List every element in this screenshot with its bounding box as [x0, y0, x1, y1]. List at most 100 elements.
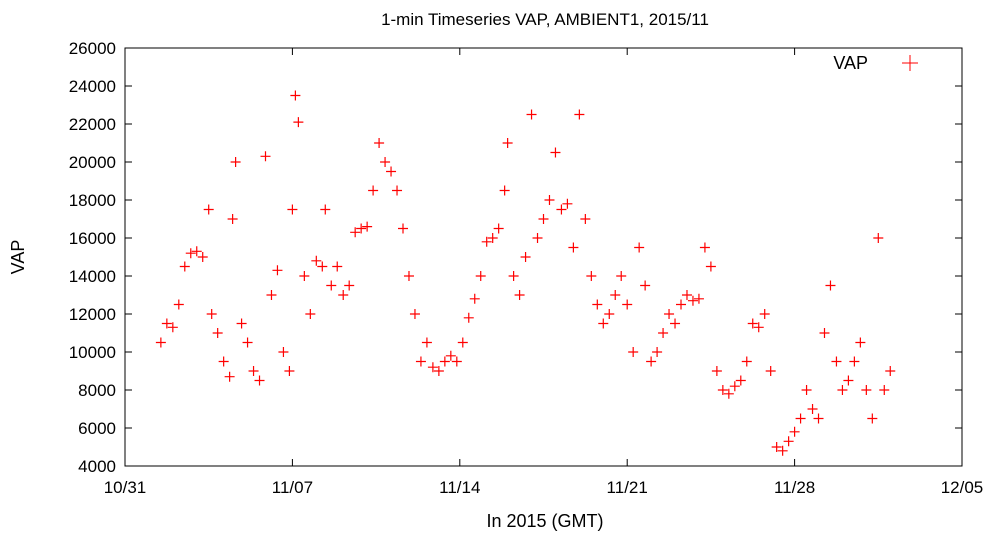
data-point — [451, 356, 462, 367]
data-point — [469, 293, 480, 304]
data-point — [825, 280, 836, 291]
y-tick-label: 6000 — [78, 419, 116, 438]
y-tick-label: 18000 — [69, 191, 116, 210]
data-point — [622, 299, 633, 310]
data-point — [604, 309, 615, 319]
data-point — [693, 293, 704, 304]
data-point — [831, 356, 842, 367]
data-point — [747, 318, 758, 329]
data-point — [326, 280, 337, 291]
data-point — [658, 328, 669, 338]
y-tick-label: 20000 — [69, 153, 116, 172]
data-point — [592, 299, 603, 310]
data-point — [699, 242, 710, 253]
data-point — [610, 290, 621, 300]
data-point — [556, 204, 567, 215]
data-point — [526, 109, 537, 120]
data-point — [403, 271, 414, 281]
data-point — [368, 185, 379, 196]
data-point — [867, 413, 878, 424]
data-point — [293, 117, 304, 128]
data-point — [801, 385, 812, 395]
data-point — [532, 233, 543, 243]
data-point — [499, 185, 510, 196]
data-point — [386, 166, 397, 177]
data-point — [687, 295, 698, 306]
data-point — [421, 337, 432, 348]
data-point — [741, 356, 752, 367]
y-tick-label: 24000 — [69, 77, 116, 96]
x-tick-label: 11/28 — [774, 478, 815, 497]
data-point — [634, 242, 645, 253]
data-point — [783, 436, 794, 447]
data-point — [616, 271, 627, 281]
data-point — [287, 204, 298, 215]
data-point — [885, 366, 896, 376]
data-point — [562, 198, 573, 209]
y-axis-title: VAP — [8, 240, 28, 275]
data-point — [278, 347, 289, 357]
data-point — [813, 413, 824, 424]
data-point — [520, 252, 531, 262]
data-point — [230, 157, 241, 167]
data-point — [398, 223, 409, 234]
data-point — [550, 147, 561, 158]
data-point — [206, 309, 217, 319]
data-point — [332, 261, 343, 272]
data-point — [670, 318, 681, 329]
data-point — [807, 404, 818, 414]
data-point — [248, 366, 259, 376]
data-point — [681, 290, 692, 300]
x-tick-label: 11/21 — [607, 478, 648, 497]
y-tick-label: 10000 — [69, 343, 116, 362]
data-point — [185, 248, 196, 259]
data-point — [574, 109, 585, 120]
data-point — [873, 233, 884, 243]
data-point — [789, 426, 800, 437]
data-point — [320, 204, 331, 215]
data-point — [771, 442, 782, 452]
y-tick-label: 4000 — [78, 457, 116, 476]
legend: VAP — [833, 53, 918, 73]
data-point — [197, 252, 208, 262]
y-tick-label: 16000 — [69, 229, 116, 248]
data-point — [179, 261, 190, 272]
data-point — [392, 185, 403, 196]
data-point — [457, 337, 468, 348]
data-point — [855, 337, 866, 348]
data-point — [538, 214, 549, 224]
data-point — [203, 204, 214, 215]
data-point — [664, 309, 675, 319]
plot-frame — [124, 47, 963, 467]
data-point — [843, 375, 854, 386]
data-point — [218, 356, 229, 367]
data-point — [338, 290, 349, 300]
x-tick-label: 12/05 — [941, 478, 984, 497]
data-point — [628, 347, 639, 357]
data-point — [723, 388, 734, 399]
data-point — [753, 322, 764, 333]
data-point — [272, 265, 283, 276]
data-point — [640, 280, 651, 291]
y-tick-label: 8000 — [78, 381, 116, 400]
data-point — [676, 299, 687, 310]
data-point — [729, 381, 740, 392]
data-point — [819, 328, 830, 338]
data-point — [290, 90, 301, 101]
data-point — [646, 356, 657, 367]
data-point — [439, 356, 450, 367]
y-tick-label: 14000 — [69, 267, 116, 286]
data-point — [362, 221, 373, 232]
data-point — [705, 261, 716, 272]
data-point — [475, 271, 486, 281]
data-point — [161, 318, 172, 329]
data-point — [227, 214, 238, 224]
data-point — [463, 312, 474, 323]
data-point — [508, 271, 519, 281]
data-point — [374, 138, 385, 148]
data-point — [837, 385, 848, 395]
data-point — [155, 337, 166, 348]
legend-label: VAP — [833, 53, 868, 73]
